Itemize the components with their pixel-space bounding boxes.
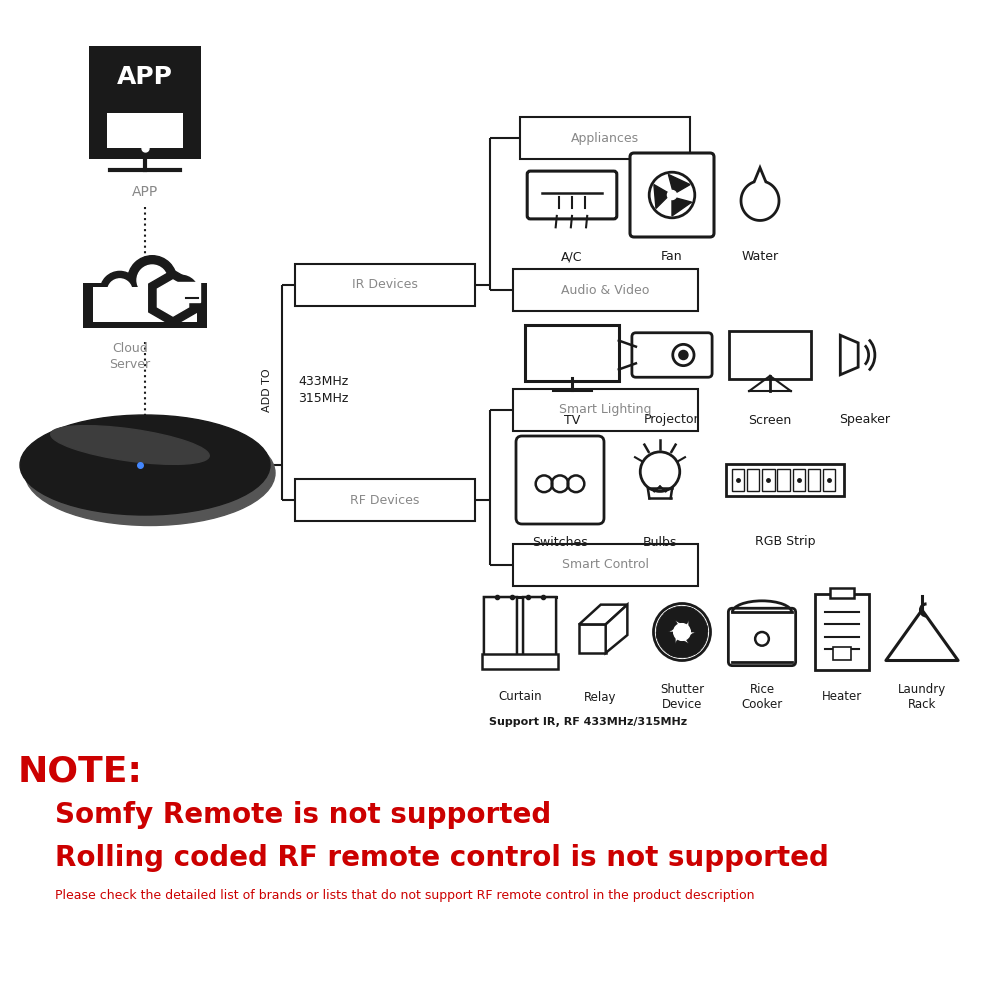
FancyBboxPatch shape [527,171,617,219]
Circle shape [679,350,688,360]
FancyBboxPatch shape [630,153,714,237]
Polygon shape [840,335,858,375]
Circle shape [128,256,177,305]
Text: RF Devices: RF Devices [350,493,420,506]
FancyBboxPatch shape [808,469,820,491]
Polygon shape [741,168,779,220]
FancyBboxPatch shape [482,654,558,669]
Polygon shape [656,610,679,639]
Text: Somfy Remote is not supported: Somfy Remote is not supported [55,801,551,829]
Text: ADD TO: ADD TO [262,368,272,412]
Circle shape [100,271,139,311]
Text: Appliances: Appliances [571,132,639,145]
FancyBboxPatch shape [83,283,207,328]
Circle shape [667,190,677,200]
Polygon shape [579,605,627,624]
Text: Speaker: Speaker [840,414,891,426]
Text: Relay: Relay [584,690,616,704]
Polygon shape [685,625,708,654]
FancyBboxPatch shape [295,479,475,521]
FancyBboxPatch shape [777,469,790,491]
Polygon shape [606,605,627,653]
FancyBboxPatch shape [93,287,197,322]
Text: RGB Strip: RGB Strip [755,536,815,548]
FancyBboxPatch shape [793,469,805,491]
FancyBboxPatch shape [728,608,796,666]
Text: APP: APP [132,185,158,199]
Text: Fan: Fan [661,250,683,263]
FancyBboxPatch shape [525,325,619,381]
Text: Curtain: Curtain [498,690,542,704]
Polygon shape [484,597,517,667]
Text: Switches: Switches [532,536,588,548]
FancyBboxPatch shape [726,464,844,496]
Ellipse shape [25,420,275,526]
FancyBboxPatch shape [89,46,201,106]
Circle shape [170,282,192,304]
Polygon shape [664,606,695,626]
FancyBboxPatch shape [107,113,183,148]
FancyBboxPatch shape [512,389,698,431]
Polygon shape [149,270,197,326]
Text: Please check the detailed list of brands or lists that do not support RF remote : Please check the detailed list of brands… [55,890,755,902]
Text: APP: APP [117,65,173,89]
FancyBboxPatch shape [833,647,851,660]
Text: A/C: A/C [561,250,583,263]
Text: Smart Lighting: Smart Lighting [559,403,651,416]
Text: NOTE:: NOTE: [18,755,143,789]
Circle shape [108,279,132,303]
FancyBboxPatch shape [732,469,744,491]
Text: Heater: Heater [822,690,862,704]
Text: Smart Control: Smart Control [562,558,648,572]
FancyBboxPatch shape [747,469,759,491]
FancyBboxPatch shape [516,436,604,524]
Circle shape [164,275,198,310]
FancyBboxPatch shape [512,544,698,586]
Text: Cloud
Server: Cloud Server [109,342,151,371]
Polygon shape [689,607,708,632]
Text: Projector: Projector [644,414,700,426]
Polygon shape [668,174,690,194]
Text: Support IR, RF 433MHz/315MHz: Support IR, RF 433MHz/315MHz [489,717,687,727]
Text: Shutter
Device: Shutter Device [660,683,704,711]
Polygon shape [672,197,692,216]
FancyBboxPatch shape [520,117,690,159]
Text: 433MHz
315MHz: 433MHz 315MHz [298,375,348,405]
FancyBboxPatch shape [830,588,854,598]
Polygon shape [654,185,670,208]
Text: Rolling coded RF remote control is not supported: Rolling coded RF remote control is not s… [55,844,829,872]
FancyBboxPatch shape [815,594,869,670]
FancyBboxPatch shape [632,333,712,377]
Circle shape [137,265,167,295]
Text: Rice
Cooker: Rice Cooker [741,683,783,711]
Text: Bulbs: Bulbs [643,536,677,548]
Circle shape [674,624,690,640]
Polygon shape [669,638,700,658]
FancyBboxPatch shape [512,269,698,311]
Text: Audio & Video: Audio & Video [561,284,649,296]
FancyBboxPatch shape [762,469,775,491]
Text: Laundry
Rack: Laundry Rack [898,683,946,711]
Text: TV: TV [564,414,580,426]
FancyBboxPatch shape [823,469,835,491]
Polygon shape [656,632,675,657]
Text: IR Devices: IR Devices [352,278,418,292]
Text: Screen: Screen [748,414,792,426]
Polygon shape [173,282,200,302]
Text: Water: Water [741,250,779,263]
Polygon shape [157,280,189,316]
FancyBboxPatch shape [89,96,201,159]
FancyBboxPatch shape [729,331,811,379]
Ellipse shape [20,415,270,515]
Ellipse shape [51,426,209,464]
FancyBboxPatch shape [295,264,475,306]
Polygon shape [579,624,606,653]
Polygon shape [523,597,556,667]
